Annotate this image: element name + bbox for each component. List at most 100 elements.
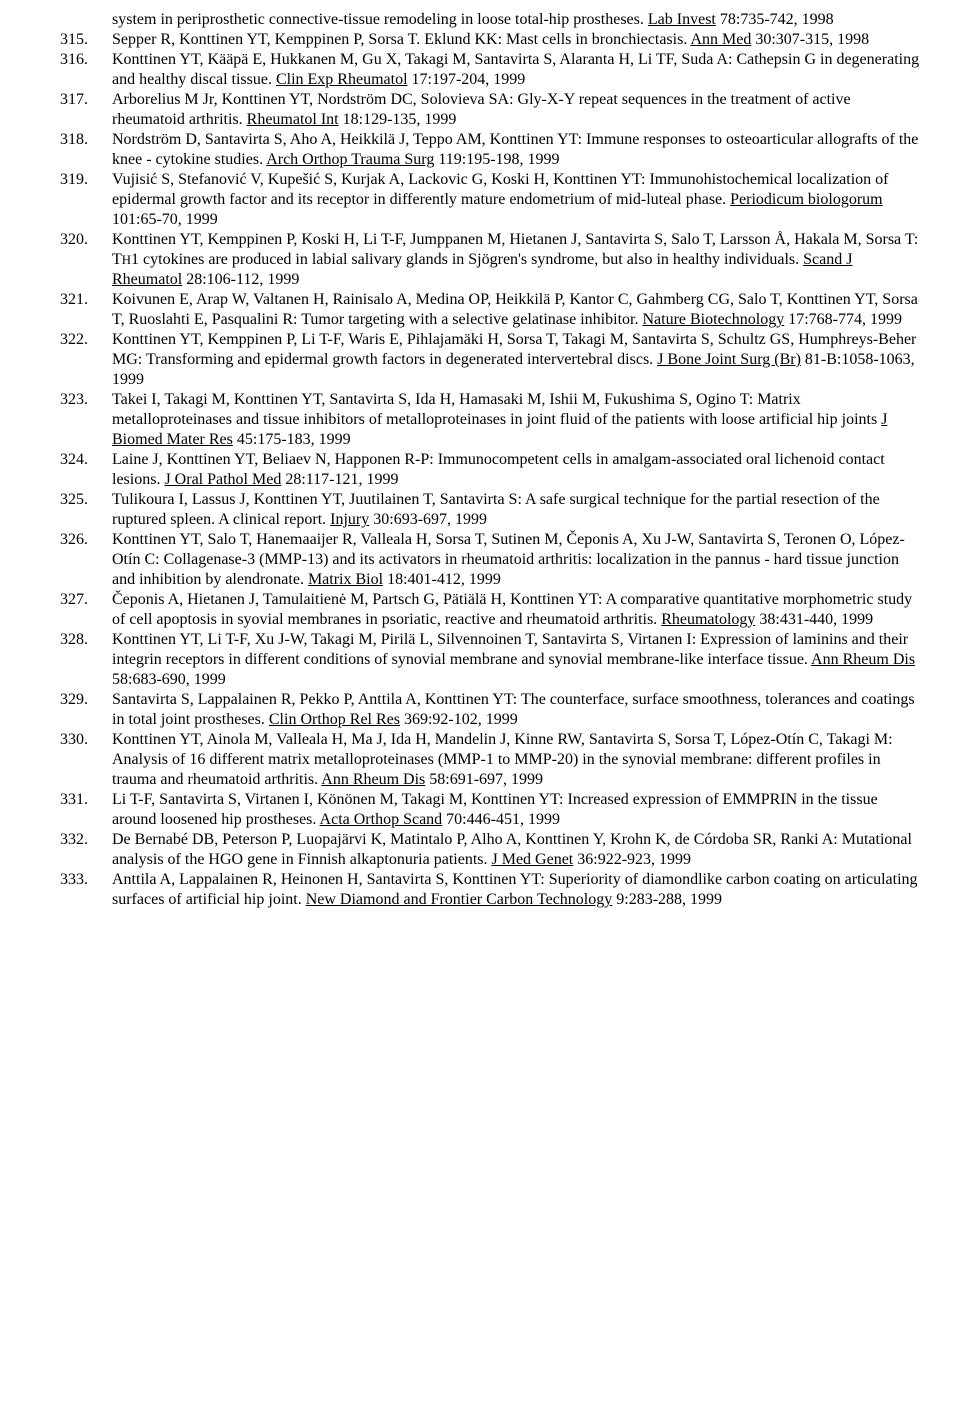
reference-number: 326. xyxy=(60,530,112,590)
reference-item: 317.Arborelius M Jr, Konttinen YT, Nords… xyxy=(60,90,920,130)
reference-segment: 70:446-451, 1999 xyxy=(442,811,560,828)
reference-segment: 30:693-697, 1999 xyxy=(369,511,487,528)
reference-item: 322.Konttinen YT, Kemppinen P, Li T-F, W… xyxy=(60,330,920,390)
reference-text: Nordström D, Santavirta S, Aho A, Heikki… xyxy=(112,130,920,170)
reference-item: 315.Sepper R, Konttinen YT, Kemppinen P,… xyxy=(60,30,920,50)
reference-number: 330. xyxy=(60,730,112,790)
reference-segment: 101:65-70, 1999 xyxy=(112,211,218,228)
reference-text: system in periprosthetic connective-tiss… xyxy=(112,10,920,30)
journal-name: Rheumatology xyxy=(661,611,755,628)
reference-number: 315. xyxy=(60,30,112,50)
journal-name: Ann Rheum Dis xyxy=(321,771,425,788)
reference-item: 323.Takei I, Takagi M, Konttinen YT, San… xyxy=(60,390,920,450)
reference-item: 327.Čeponis A, Hietanen J, Tamulaitienė … xyxy=(60,590,920,630)
reference-segment: Arborelius M Jr, Konttinen YT, Nordström… xyxy=(112,91,851,128)
reference-segment: 18:129-135, 1999 xyxy=(339,111,457,128)
journal-name: Clin Exp Rheumatol xyxy=(276,71,408,88)
reference-text: Tulikoura I, Lassus J, Konttinen YT, Juu… xyxy=(112,490,920,530)
reference-number: 333. xyxy=(60,870,112,910)
journal-name: Ann Rheum Dis xyxy=(811,651,915,668)
reference-segment: 17:768-774, 1999 xyxy=(784,311,902,328)
reference-number: 321. xyxy=(60,290,112,330)
journal-name: Arch Orthop Trauma Surg xyxy=(266,151,434,168)
reference-segment: 58:691-697, 1999 xyxy=(425,771,543,788)
reference-number: 328. xyxy=(60,630,112,690)
journal-name: Periodicum biologorum xyxy=(730,191,882,208)
reference-number: 320. xyxy=(60,230,112,290)
journal-name: Nature Biotechnology xyxy=(642,311,784,328)
reference-item: 325.Tulikoura I, Lassus J, Konttinen YT,… xyxy=(60,490,920,530)
reference-segment: Konttinen YT, Salo T, Hanemaaijer R, Val… xyxy=(112,531,905,588)
reference-number: 323. xyxy=(60,390,112,450)
reference-item: 319.Vujisić S, Stefanović V, Kupešić S, … xyxy=(60,170,920,230)
reference-text: Konttinen YT, Kemppinen P, Li T-F, Waris… xyxy=(112,330,920,390)
reference-text: Čeponis A, Hietanen J, Tamulaitienė M, P… xyxy=(112,590,920,630)
journal-name: Acta Orthop Scand xyxy=(320,811,443,828)
journal-name: J Bone Joint Surg (Br) xyxy=(657,351,801,368)
reference-text: Konttinen YT, Kemppinen P, Koski H, Li T… xyxy=(112,230,920,290)
journal-name: Ann Med xyxy=(690,31,751,48)
reference-item: system in periprosthetic connective-tiss… xyxy=(60,10,920,30)
reference-number: 327. xyxy=(60,590,112,630)
reference-list: system in periprosthetic connective-tiss… xyxy=(60,10,920,910)
reference-item: 316.Konttinen YT, Kääpä E, Hukkanen M, G… xyxy=(60,50,920,90)
reference-number: 331. xyxy=(60,790,112,830)
reference-segment: 18:401-412, 1999 xyxy=(383,571,501,588)
reference-text: Arborelius M Jr, Konttinen YT, Nordström… xyxy=(112,90,920,130)
reference-number: 319. xyxy=(60,170,112,230)
reference-segment: 58:683-690, 1999 xyxy=(112,671,226,688)
reference-number: 322. xyxy=(60,330,112,390)
reference-segment: 9:283-288, 1999 xyxy=(612,891,722,908)
journal-name: New Diamond and Frontier Carbon Technolo… xyxy=(306,891,613,908)
reference-segment: Takei I, Takagi M, Konttinen YT, Santavi… xyxy=(112,391,881,428)
reference-text: Li T-F, Santavirta S, Virtanen I, Könöne… xyxy=(112,790,920,830)
journal-name: Lab Invest xyxy=(648,11,716,28)
reference-number: 324. xyxy=(60,450,112,490)
reference-segment: H xyxy=(122,253,131,267)
reference-item: 321.Koivunen E, Arap W, Valtanen H, Rain… xyxy=(60,290,920,330)
reference-item: 318.Nordström D, Santavirta S, Aho A, He… xyxy=(60,130,920,170)
reference-segment: 36:922-923, 1999 xyxy=(573,851,691,868)
reference-segment: Konttinen YT, Li T-F, Xu J-W, Takagi M, … xyxy=(112,631,908,668)
reference-segment: system in periprosthetic connective-tiss… xyxy=(112,11,648,28)
reference-segment: 369:92-102, 1999 xyxy=(400,711,518,728)
reference-item: 331.Li T-F, Santavirta S, Virtanen I, Kö… xyxy=(60,790,920,830)
reference-text: Konttinen YT, Ainola M, Valleala H, Ma J… xyxy=(112,730,920,790)
reference-text: Koivunen E, Arap W, Valtanen H, Rainisal… xyxy=(112,290,920,330)
reference-segment: 1 cytokines are produced in labial saliv… xyxy=(131,251,803,268)
reference-item: 328.Konttinen YT, Li T-F, Xu J-W, Takagi… xyxy=(60,630,920,690)
reference-item: 324.Laine J, Konttinen YT, Beliaev N, Ha… xyxy=(60,450,920,490)
reference-item: 330.Konttinen YT, Ainola M, Valleala H, … xyxy=(60,730,920,790)
reference-text: Konttinen YT, Salo T, Hanemaaijer R, Val… xyxy=(112,530,920,590)
reference-text: Anttila A, Lappalainen R, Heinonen H, Sa… xyxy=(112,870,920,910)
reference-segment: 38:431-440, 1999 xyxy=(755,611,873,628)
reference-number: 329. xyxy=(60,690,112,730)
reference-segment: 78:735-742, 1998 xyxy=(716,11,834,28)
reference-text: Sepper R, Konttinen YT, Kemppinen P, Sor… xyxy=(112,30,920,50)
reference-segment: 28:106-112, 1999 xyxy=(182,271,299,288)
reference-number xyxy=(60,10,112,30)
reference-text: Takei I, Takagi M, Konttinen YT, Santavi… xyxy=(112,390,920,450)
journal-name: J Med Genet xyxy=(491,851,573,868)
reference-segment: 17:197-204, 1999 xyxy=(408,71,526,88)
reference-segment: Sepper R, Konttinen YT, Kemppinen P, Sor… xyxy=(112,31,690,48)
reference-text: Konttinen YT, Kääpä E, Hukkanen M, Gu X,… xyxy=(112,50,920,90)
journal-name: Clin Orthop Rel Res xyxy=(269,711,400,728)
reference-item: 333.Anttila A, Lappalainen R, Heinonen H… xyxy=(60,870,920,910)
reference-item: 326.Konttinen YT, Salo T, Hanemaaijer R,… xyxy=(60,530,920,590)
reference-text: Konttinen YT, Li T-F, Xu J-W, Takagi M, … xyxy=(112,630,920,690)
reference-number: 325. xyxy=(60,490,112,530)
reference-segment: Tulikoura I, Lassus J, Konttinen YT, Juu… xyxy=(112,491,880,528)
journal-name: Matrix Biol xyxy=(308,571,383,588)
journal-name: Rheumatol Int xyxy=(247,111,339,128)
reference-item: 332.De Bernabé DB, Peterson P, Luopajärv… xyxy=(60,830,920,870)
reference-item: 320.Konttinen YT, Kemppinen P, Koski H, … xyxy=(60,230,920,290)
reference-number: 316. xyxy=(60,50,112,90)
reference-segment: 119:195-198, 1999 xyxy=(434,151,559,168)
reference-text: Vujisić S, Stefanović V, Kupešić S, Kurj… xyxy=(112,170,920,230)
reference-number: 318. xyxy=(60,130,112,170)
reference-number: 317. xyxy=(60,90,112,130)
reference-number: 332. xyxy=(60,830,112,870)
reference-item: 329.Santavirta S, Lappalainen R, Pekko P… xyxy=(60,690,920,730)
journal-name: J Oral Pathol Med xyxy=(164,471,281,488)
